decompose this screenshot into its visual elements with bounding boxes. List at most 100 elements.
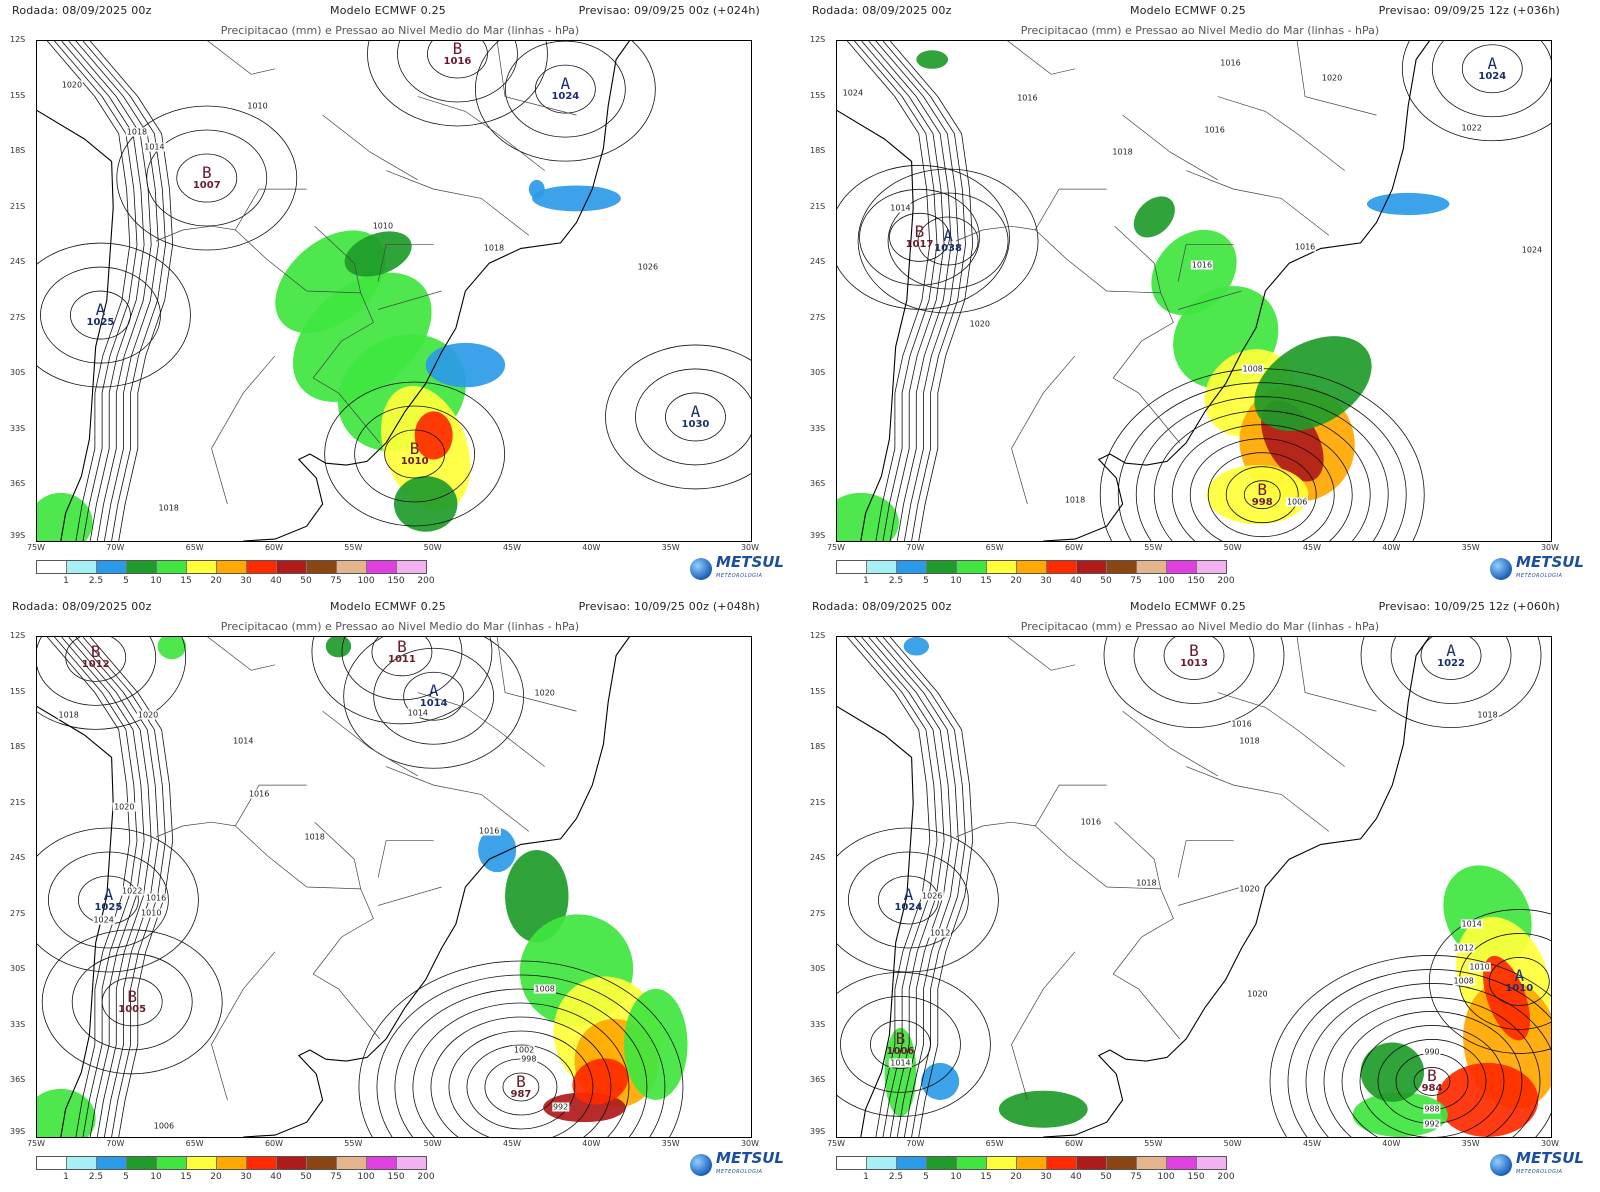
isobar-label: 1012	[928, 928, 952, 938]
center-value: 1010	[400, 455, 429, 467]
legend-tick: 50	[1100, 1172, 1112, 1182]
isobar-label: 1020	[1238, 884, 1261, 894]
legend-tick: 200	[1217, 576, 1235, 586]
coastline	[1043, 637, 1430, 1137]
legend-tick: 2.5	[888, 1172, 904, 1182]
precip-area	[1360, 1042, 1425, 1102]
legend-swatch	[397, 561, 426, 573]
legend-tick: 10	[950, 1172, 962, 1182]
isobar	[46, 637, 131, 1137]
coastline	[1043, 41, 1430, 541]
latitude-label: 33S	[810, 1019, 826, 1029]
legend-swatch	[367, 1157, 397, 1169]
isobar	[37, 637, 187, 730]
legend-tick: 10	[150, 1172, 162, 1182]
border-line	[211, 951, 276, 1101]
border-line	[312, 821, 374, 975]
latitude-label: 33S	[810, 423, 826, 433]
legend-swatch	[37, 561, 67, 573]
isobar	[848, 851, 969, 949]
center-value: 1006	[886, 1046, 915, 1058]
legend-swatch	[157, 1157, 187, 1169]
map-panel-060h: Rodada: 08/09/2025 00z Modelo ECMWF 0.25…	[800, 596, 1600, 1192]
longitude-label: 45W	[1302, 543, 1322, 552]
longitude-label: 50W	[1223, 543, 1242, 552]
legend-swatch	[1017, 561, 1047, 573]
isobar-label: 990	[1423, 1047, 1441, 1057]
isobar	[1171, 424, 1353, 541]
low-pressure-center: B 1011	[388, 638, 416, 665]
precip-area	[325, 637, 352, 658]
legend-swatch	[217, 561, 247, 573]
latitude-label: 18S	[810, 146, 826, 156]
isobar-label: 1018	[482, 243, 506, 253]
center-value: 1005	[118, 1003, 147, 1015]
precip-area	[624, 988, 688, 1100]
border-line	[235, 825, 361, 890]
center-letter: B	[895, 1029, 906, 1049]
model-label: Modelo ECMWF 0.25	[330, 600, 446, 613]
longitude-label: 40W	[1382, 543, 1401, 552]
isobar	[1431, 41, 1551, 118]
precip-area	[903, 637, 930, 656]
model-label: Modelo ECMWF 0.25	[1130, 600, 1246, 613]
isobar	[89, 41, 174, 541]
longitude-label: 40W	[582, 1139, 601, 1148]
legend-tick: 150	[1187, 1172, 1205, 1182]
latitude-label: 30S	[810, 964, 826, 974]
coastline	[837, 109, 914, 541]
latitude-label: 21S	[810, 797, 826, 807]
legend-tick: 2.5	[88, 1172, 104, 1182]
legend-swatch	[67, 561, 97, 573]
legend-tick: 100	[1157, 1172, 1175, 1182]
isobar	[65, 637, 127, 682]
map-panel-024h: Rodada: 08/09/2025 00z Modelo ECMWF 0.25…	[0, 0, 800, 596]
isobar-label: 1014	[232, 736, 255, 746]
legend-tick: 150	[387, 576, 405, 586]
map-canvas	[837, 41, 1551, 541]
longitude-label: 35W	[1461, 1139, 1480, 1148]
high-pressure-center: A 1025	[87, 302, 115, 328]
isobar-label: 1016	[1219, 58, 1242, 68]
isobar	[54, 41, 138, 541]
low-pressure-center: B 1016	[444, 41, 472, 67]
coastline	[37, 705, 114, 1137]
latitude-label: 15S	[810, 686, 826, 696]
longitude-label: 65W	[985, 543, 1004, 552]
isobar-label: 1026	[636, 262, 660, 272]
globe-icon	[1490, 558, 1513, 580]
border-line	[417, 96, 545, 171]
isobar-label: 1016	[1190, 260, 1214, 270]
legend-tick: 1	[863, 1172, 869, 1182]
legend-swatch	[837, 1157, 867, 1169]
latitude-label: 15S	[810, 90, 826, 100]
longitude-label: 50W	[423, 1139, 442, 1148]
legend-tick: 5	[123, 1172, 129, 1182]
isobar	[534, 64, 596, 114]
isobar-label: 1022	[121, 886, 144, 896]
high-pressure-center: A 1024	[894, 886, 922, 913]
isobar-label: 1016	[1203, 125, 1226, 135]
border-line	[207, 637, 276, 671]
center-letter: B	[201, 163, 212, 183]
legend-swatch	[247, 1157, 277, 1169]
latitude-label: 27S	[10, 312, 26, 322]
latitude-label: 21S	[10, 201, 26, 211]
legend-swatch	[1047, 561, 1077, 573]
isobar	[1323, 997, 1541, 1137]
isobar	[1488, 957, 1550, 1006]
isobar	[1135, 396, 1389, 541]
precip-area	[425, 342, 506, 388]
precip-area	[37, 1088, 96, 1137]
isobar	[868, 41, 952, 541]
center-value: 1016	[443, 55, 472, 67]
border-line	[1011, 951, 1076, 1101]
forecast-map: A 1024 B 1017 A 1038 B 998 1016 1020 1024 1016 1016 1…	[836, 40, 1552, 542]
legend-swatch	[97, 1157, 127, 1169]
low-pressure-center: B 1007	[193, 165, 221, 191]
low-pressure-center: B 1012	[82, 644, 110, 670]
legend-swatch	[897, 1157, 927, 1169]
coastlines-borders	[837, 637, 1430, 1137]
run-label: Rodada: 08/09/2025 00z	[12, 4, 152, 17]
border-line	[1007, 41, 1076, 75]
